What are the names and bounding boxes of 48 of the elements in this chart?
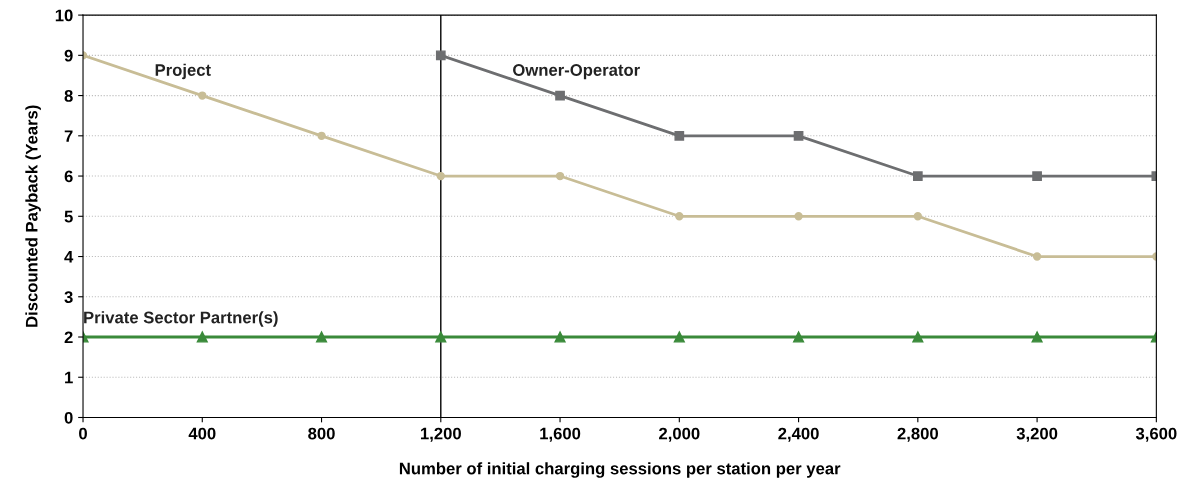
point <box>317 131 326 140</box>
point <box>675 212 684 221</box>
y-tick-label: 3 <box>64 291 73 303</box>
point <box>315 331 328 343</box>
point <box>555 171 565 181</box>
point <box>1032 252 1042 261</box>
series-label: Project <box>155 63 211 80</box>
point <box>1031 331 1043 343</box>
point <box>913 212 922 221</box>
point <box>555 90 565 101</box>
series-label: Private Sector Partner(s) <box>84 311 278 327</box>
point <box>435 331 447 343</box>
y-tick-label: 0 <box>64 411 73 424</box>
point <box>912 171 923 181</box>
y-tick-label: 2 <box>64 331 73 344</box>
y-tick-label: 1 <box>65 371 73 384</box>
point <box>673 331 685 343</box>
x-tick-label: 400 <box>188 427 216 440</box>
point <box>674 130 685 141</box>
point <box>554 331 566 343</box>
point <box>794 212 803 221</box>
point <box>793 130 804 141</box>
x-tick-label: 0 <box>79 427 87 440</box>
point <box>912 331 924 343</box>
y-tick-label: 8 <box>64 89 73 102</box>
x-tick-label: 800 <box>308 427 335 440</box>
x-tick-label: 1,600 <box>540 427 581 442</box>
point <box>1032 171 1042 181</box>
x-tick-label: 1,200 <box>420 427 461 442</box>
x-tick-label: 2,800 <box>897 427 938 442</box>
point <box>196 331 208 343</box>
point <box>198 91 207 100</box>
point <box>436 171 445 181</box>
y-tick-label: 6 <box>64 170 73 183</box>
x-tick-label: 2,000 <box>659 427 700 442</box>
y-axis-title: Discounted Payback (Years) <box>25 105 41 327</box>
y-tick-label: 5 <box>64 210 73 223</box>
x-tick-label: 2,400 <box>778 427 819 442</box>
x-axis-title: Number of initial charging sessions per station per year <box>399 462 841 478</box>
x-tick-label: 3,200 <box>1016 427 1058 442</box>
y-tick-label: 10 <box>55 9 73 22</box>
x-tick-label: 3,600 <box>1135 427 1177 442</box>
point <box>435 50 446 61</box>
series-label: Owner-Operator <box>513 64 640 80</box>
y-tick-label: 7 <box>64 130 73 142</box>
y-tick-label: 9 <box>64 49 73 62</box>
y-tick-label: 4 <box>64 251 74 263</box>
point <box>793 331 805 343</box>
